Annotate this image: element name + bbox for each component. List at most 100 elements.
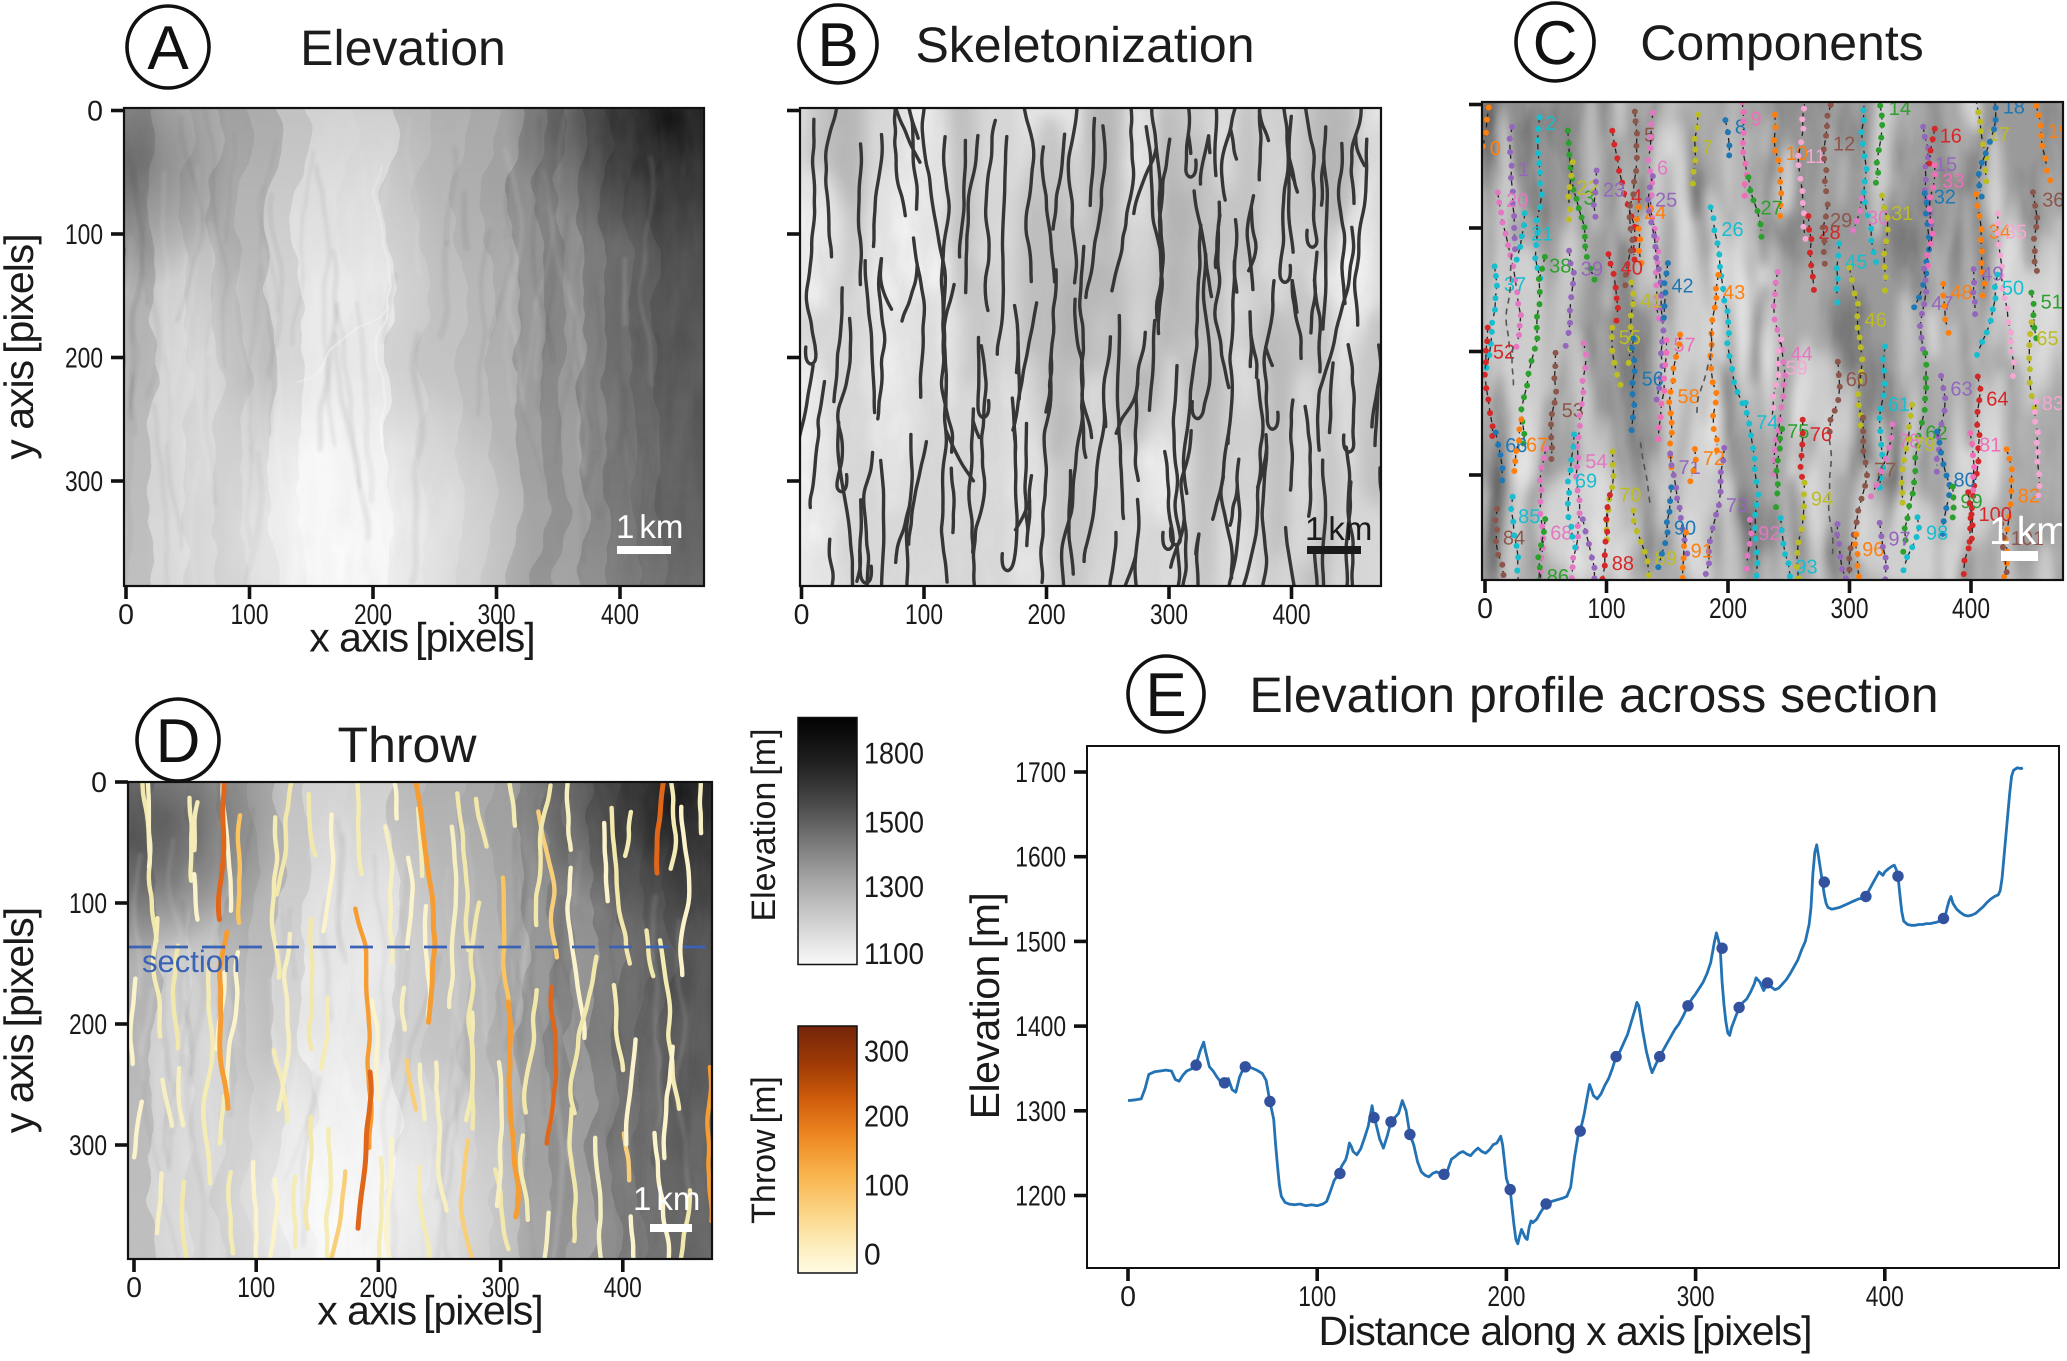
svg-text:92: 92 [1758, 523, 1780, 545]
svg-text:200: 200 [359, 1272, 397, 1304]
svg-text:300: 300 [65, 466, 103, 498]
svg-text:27: 27 [1761, 197, 1783, 219]
svg-text:0: 0 [118, 599, 134, 631]
svg-text:Skeletonization: Skeletonization [915, 17, 1254, 73]
svg-text:400: 400 [1952, 593, 1990, 625]
svg-text:x axis[pixels]: x axis [pixels] [317, 1288, 542, 1334]
svg-text:9: 9 [1751, 109, 1762, 131]
svg-text:100: 100 [231, 599, 269, 631]
svg-text:80: 80 [1954, 469, 1976, 491]
svg-text:2: 2 [1545, 113, 1556, 135]
svg-text:86: 86 [1547, 566, 1569, 588]
svg-text:41: 41 [1640, 291, 1662, 313]
svg-text:88: 88 [1612, 553, 1634, 575]
svg-text:100: 100 [69, 888, 107, 920]
svg-text:72: 72 [1703, 448, 1725, 470]
svg-text:0: 0 [91, 767, 107, 799]
svg-text:57: 57 [1673, 334, 1695, 356]
svg-text:100: 100 [1979, 504, 2012, 526]
svg-text:300: 300 [482, 1272, 520, 1304]
svg-text:93: 93 [1795, 556, 1817, 578]
svg-text:Elevation[m]: Elevation[m] [962, 893, 1008, 1120]
svg-text:24: 24 [1644, 202, 1666, 224]
svg-text:200: 200 [69, 1009, 107, 1041]
svg-text:20: 20 [1506, 190, 1528, 212]
svg-text:x axis[pixels]: x axis [pixels] [309, 615, 534, 661]
svg-text:83: 83 [2042, 393, 2064, 415]
svg-text:54: 54 [1585, 451, 1607, 473]
svg-text:60: 60 [1846, 369, 1868, 391]
svg-text:200: 200 [864, 1101, 909, 1134]
svg-text:Elevation[m]: Elevation[m] [745, 728, 783, 921]
svg-text:36: 36 [2042, 190, 2064, 212]
svg-text:1300: 1300 [864, 871, 924, 904]
svg-text:98: 98 [1926, 523, 1948, 545]
svg-text:43: 43 [1723, 282, 1745, 304]
svg-text:94: 94 [1811, 488, 1833, 510]
svg-text:300: 300 [478, 599, 516, 631]
svg-text:82: 82 [2018, 486, 2040, 508]
svg-text:7: 7 [1702, 137, 1713, 159]
svg-text:68: 68 [1550, 523, 1572, 545]
svg-text:100: 100 [1298, 1281, 1336, 1313]
svg-text:4: 4 [1631, 186, 1642, 208]
svg-text:1200: 1200 [1015, 1181, 1066, 1213]
svg-text:Elevation: Elevation [300, 20, 506, 76]
svg-text:63: 63 [1950, 379, 1972, 401]
svg-text:11: 11 [1805, 146, 1826, 168]
svg-text:32: 32 [1934, 186, 1956, 208]
svg-text:81: 81 [1979, 434, 2001, 456]
svg-text:44: 44 [1790, 343, 1812, 365]
svg-text:1km: 1 km [1989, 510, 2067, 553]
svg-text:16: 16 [1940, 125, 1962, 147]
svg-text:section: section [142, 944, 240, 979]
svg-text:0: 0 [1120, 1281, 1136, 1313]
svg-text:59: 59 [1785, 358, 1807, 380]
svg-text:Throw[m]: Throw[m] [745, 1076, 783, 1224]
svg-text:47: 47 [1931, 293, 1953, 315]
svg-text:46: 46 [1865, 309, 1887, 331]
svg-text:30: 30 [1867, 207, 1889, 229]
svg-text:84: 84 [1503, 528, 1525, 550]
svg-text:51: 51 [2041, 291, 2063, 313]
svg-text:0: 0 [864, 1239, 881, 1272]
svg-text:100: 100 [905, 599, 943, 631]
svg-text:39: 39 [1581, 258, 1603, 280]
svg-text:C: C [1533, 9, 1578, 78]
svg-text:21: 21 [1531, 224, 1553, 246]
svg-text:100: 100 [237, 1272, 275, 1304]
svg-text:A: A [147, 14, 189, 83]
svg-text:1: 1 [1518, 159, 1529, 181]
svg-text:300: 300 [1677, 1281, 1715, 1313]
svg-text:76: 76 [1810, 424, 1832, 446]
svg-text:23: 23 [1603, 180, 1625, 202]
svg-text:0: 0 [87, 96, 103, 128]
svg-text:101: 101 [2011, 528, 2044, 550]
svg-text:1600: 1600 [1015, 842, 1066, 874]
svg-text:87: 87 [1601, 577, 1623, 599]
svg-text:1km: 1 km [633, 1180, 700, 1217]
svg-text:96: 96 [1862, 539, 1884, 561]
svg-text:1500: 1500 [1015, 926, 1066, 958]
svg-text:70: 70 [1619, 485, 1641, 507]
svg-text:Throw: Throw [338, 717, 478, 773]
svg-text:67: 67 [1526, 435, 1548, 457]
svg-text:E: E [1145, 661, 1186, 730]
svg-text:26: 26 [1721, 219, 1743, 241]
svg-text:38: 38 [1549, 256, 1571, 278]
svg-text:Elevation profile across secti: Elevation profile across section [1249, 667, 1938, 723]
svg-text:58: 58 [1678, 386, 1700, 408]
svg-text:97: 97 [1888, 528, 1910, 550]
svg-text:0: 0 [794, 599, 810, 631]
svg-text:300: 300 [1150, 599, 1188, 631]
svg-text:49: 49 [1981, 264, 2003, 286]
svg-text:100: 100 [65, 219, 103, 251]
svg-text:1800: 1800 [864, 738, 924, 771]
svg-text:18: 18 [2003, 96, 2025, 118]
svg-text:29: 29 [1830, 210, 1852, 232]
svg-text:300: 300 [69, 1130, 107, 1162]
svg-text:52: 52 [1493, 342, 1515, 364]
svg-text:69: 69 [1575, 470, 1597, 492]
svg-text:1km: 1 km [616, 508, 683, 545]
svg-text:1700: 1700 [1015, 757, 1066, 789]
